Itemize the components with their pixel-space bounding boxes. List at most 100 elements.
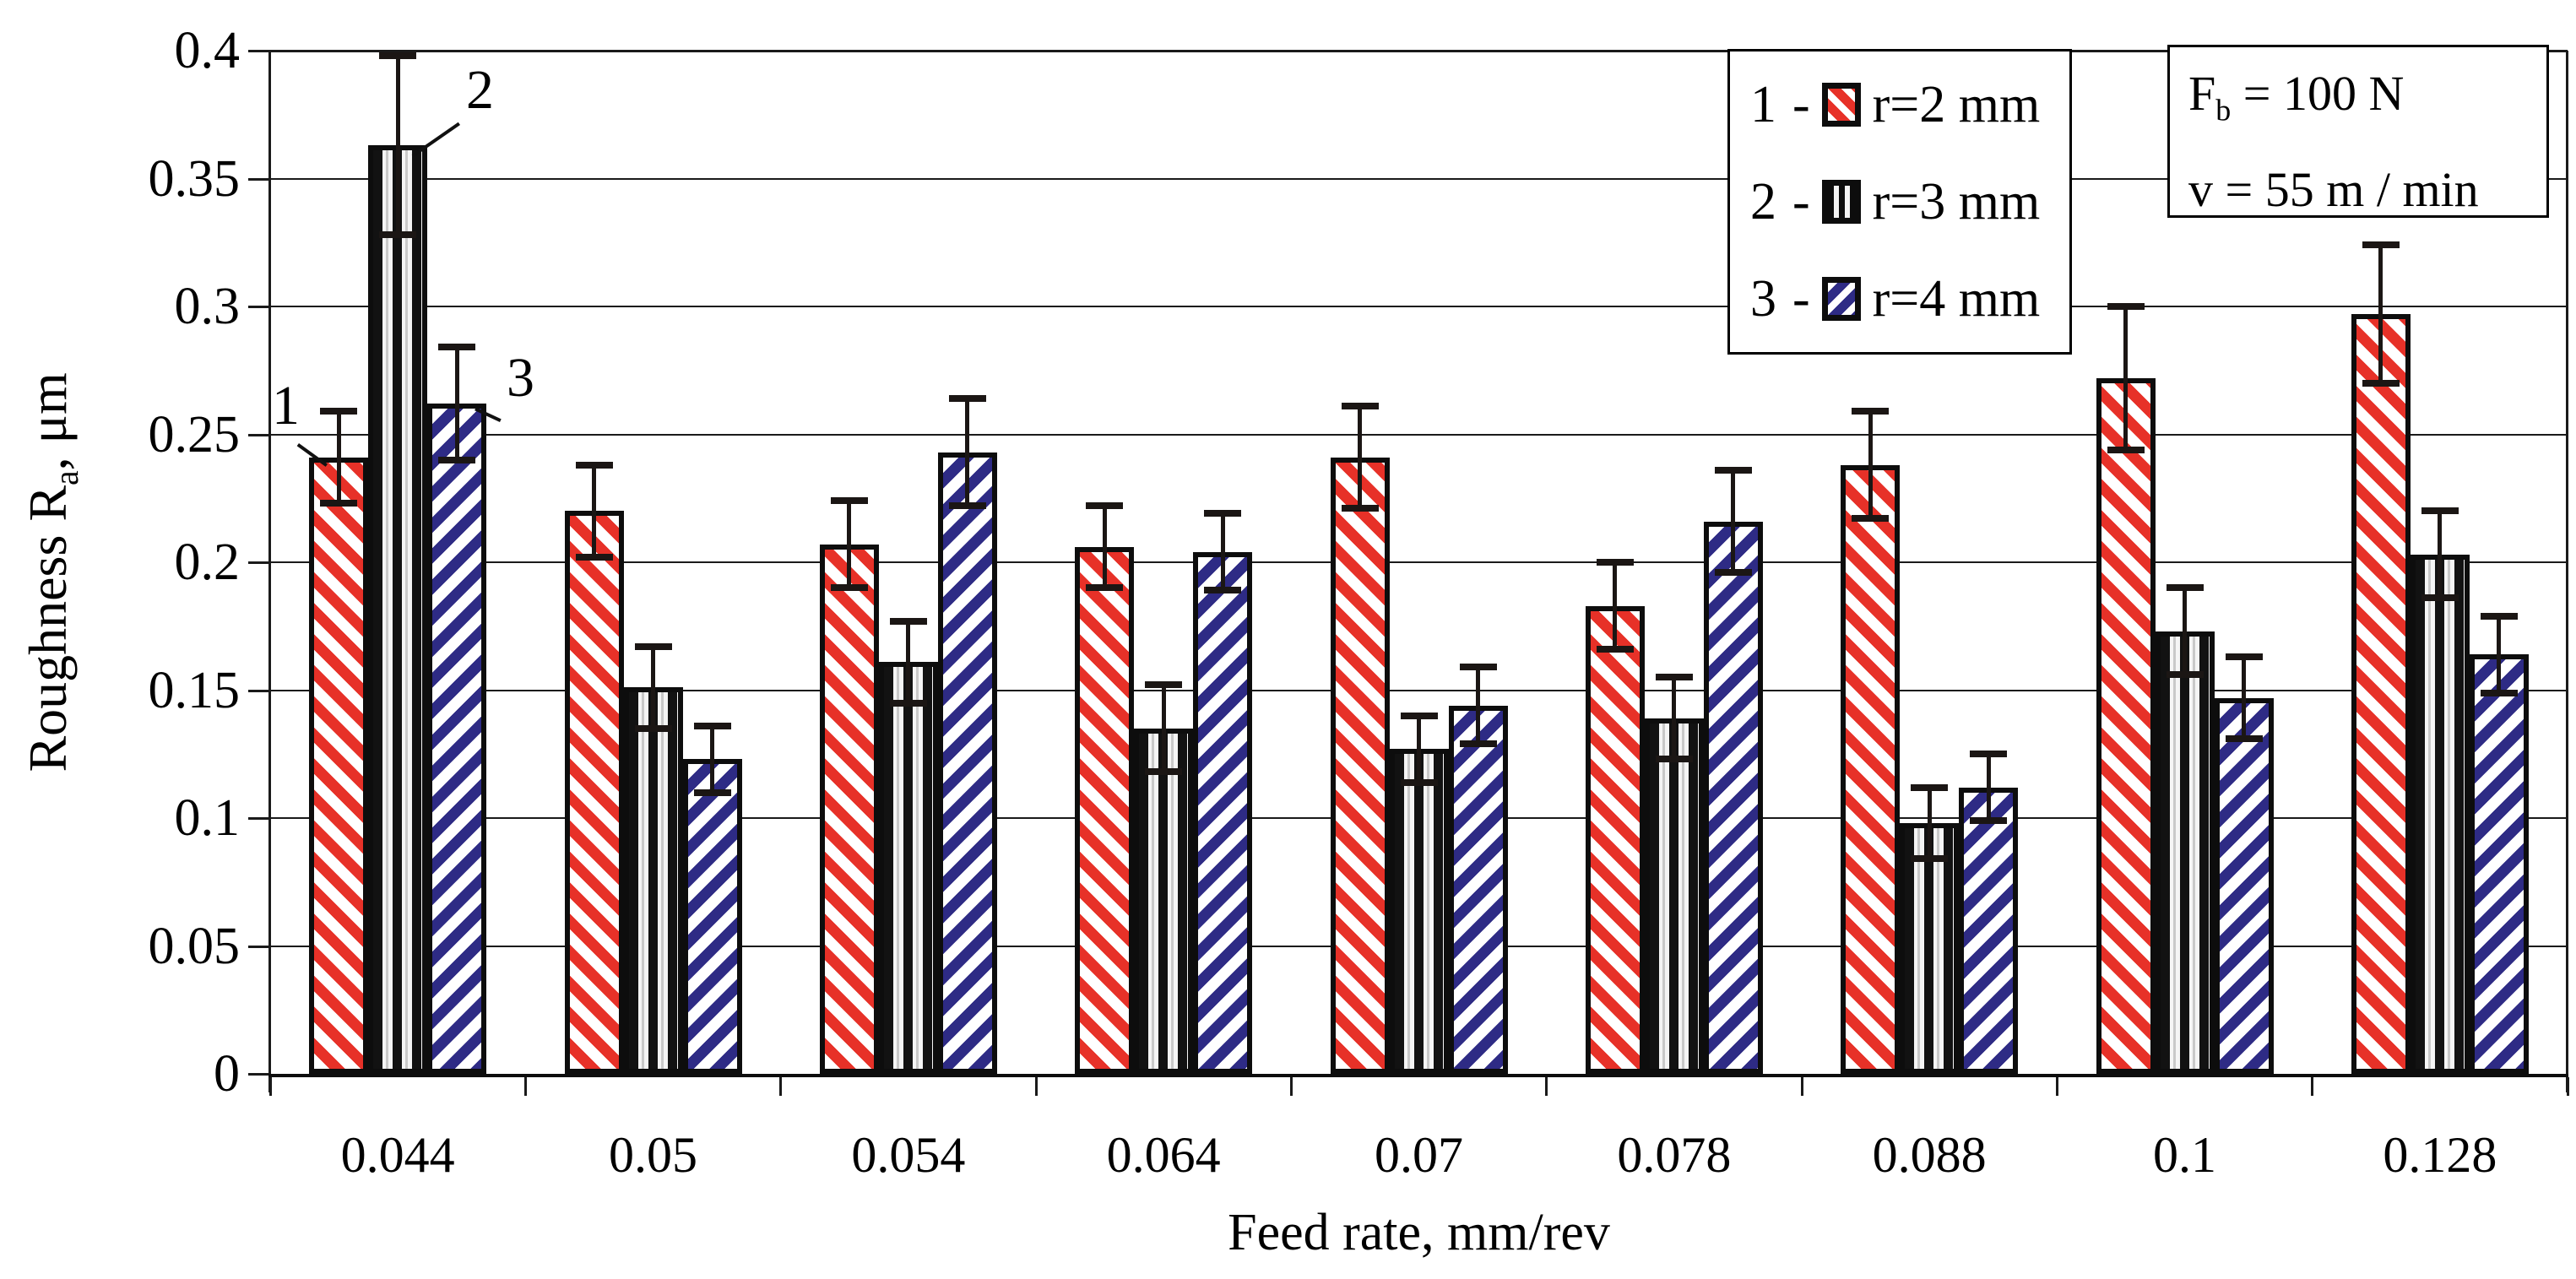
error-bar-series1-cat-0.05 <box>592 464 596 557</box>
bar-series2-cat-0.078 <box>1644 718 1704 1074</box>
y-axis-tick-0 <box>248 1073 270 1076</box>
x-axis-line <box>268 1074 2568 1077</box>
error-cap-bottom <box>2107 446 2145 453</box>
error-cap-top <box>320 408 358 415</box>
bar-series1-cat-0.078 <box>1585 605 1645 1074</box>
error-cap-top <box>1596 559 1634 566</box>
error-cap-bottom <box>438 456 476 463</box>
annotation-force-subscript: b <box>2215 93 2232 127</box>
error-cap-bottom <box>948 502 986 510</box>
bar-series1-cat-0.064 <box>1075 546 1135 1074</box>
bar-series3-cat-0.054 <box>937 452 997 1074</box>
bar-series1-cat-0.05 <box>564 511 624 1074</box>
error-bar-series3-cat-0.054 <box>965 398 970 507</box>
y-tick-label-0.3: 0.3 <box>174 278 241 335</box>
error-cap-top <box>1655 674 1693 681</box>
x-category-label-0.1: 0.1 <box>2152 1127 2216 1183</box>
bar-series1-cat-0.07 <box>1330 457 1390 1074</box>
error-cap-bottom <box>1911 855 1949 863</box>
legend-series-label: r=4 mm <box>1872 269 2041 328</box>
error-bar-series2-cat-0.088 <box>1927 787 1932 859</box>
legend-row-3: 3- r=4 mm <box>1750 273 2069 325</box>
error-cap-bottom <box>1714 569 1752 577</box>
annotation-force-value: = 100 N <box>2231 66 2405 121</box>
gridline-0.2 <box>270 561 2568 563</box>
error-cap-top <box>2480 612 2518 620</box>
error-cap-bottom <box>575 553 613 561</box>
error-bar-series2-cat-0.1 <box>2183 588 2187 675</box>
x-category-label-0.078: 0.078 <box>1617 1127 1732 1183</box>
error-cap-top <box>438 344 476 351</box>
error-cap-top <box>1459 664 1497 671</box>
bar-series3-cat-0.088 <box>1959 787 2019 1074</box>
error-cap-bottom <box>2362 379 2400 387</box>
error-cap-top <box>1145 681 1183 689</box>
black-vertical-swatch <box>1821 179 1861 224</box>
x-category-label-0.054: 0.054 <box>851 1127 966 1183</box>
x-category-label-0.128: 0.128 <box>2383 1127 2497 1183</box>
error-cap-bottom <box>1459 740 1497 748</box>
gridline-0.15 <box>270 689 2568 691</box>
error-cap-top <box>2166 584 2204 592</box>
bar-series1-cat-0.044 <box>309 457 369 1074</box>
x-axis-title: Feed rate, mm/rev <box>1228 1204 1610 1261</box>
error-bar-series1-cat-0.044 <box>336 411 341 504</box>
error-cap-bottom <box>1970 817 2008 825</box>
y-axis-tick-0.3 <box>248 306 270 308</box>
error-bar-series1-cat-0.1 <box>2123 306 2128 450</box>
x-axis-tick-3 <box>1034 1077 1038 1096</box>
x-axis-tick-9 <box>2566 1077 2569 1096</box>
y-tick-label-0: 0 <box>214 1045 240 1103</box>
error-cap-bottom <box>1596 646 1634 653</box>
gridline-0.3 <box>270 306 2568 307</box>
x-axis-tick-1 <box>523 1077 527 1096</box>
y-axis-line <box>268 51 271 1092</box>
x-axis-tick-6 <box>1800 1077 1803 1096</box>
error-cap-top <box>1341 403 1379 410</box>
legend-separator: - <box>1792 76 1810 134</box>
error-bar-series3-cat-0.1 <box>2242 657 2246 740</box>
error-cap-top <box>2225 653 2263 661</box>
bar-series2-cat-0.044 <box>368 145 428 1074</box>
annotation-force-symbol: F <box>2188 66 2216 121</box>
error-bar-series3-cat-0.088 <box>1986 754 1991 821</box>
bar-series2-cat-0.07 <box>1389 749 1449 1074</box>
x-axis-tick-5 <box>1545 1077 1548 1096</box>
error-cap-bottom <box>1086 584 1124 592</box>
y-tick-label-0.05: 0.05 <box>148 917 241 975</box>
error-bar-series3-cat-0.07 <box>1476 667 1480 745</box>
callout-label-1: 1 <box>272 375 300 436</box>
error-cap-top <box>1714 466 1752 474</box>
error-bar-series3-cat-0.044 <box>454 347 459 460</box>
y-tick-label-0.25: 0.25 <box>148 405 241 463</box>
y-axis-tick-0.1 <box>248 817 270 820</box>
plot-area <box>270 50 2568 1074</box>
error-cap-bottom <box>1852 515 1890 523</box>
error-cap-bottom <box>2480 689 2518 696</box>
y-tick-label-0.4: 0.4 <box>174 22 241 79</box>
error-bar-series1-cat-0.064 <box>1102 506 1107 588</box>
y-axis-tick-0.2 <box>248 561 270 564</box>
y-axis-title-text: Roughness R <box>18 485 79 772</box>
right-border-line <box>2566 51 2568 1092</box>
bar-series3-cat-0.1 <box>2214 697 2274 1074</box>
legend-series-number: 2 <box>1750 172 1776 230</box>
error-cap-bottom <box>1341 505 1379 512</box>
legend-series-number: 3 <box>1750 269 1776 328</box>
red-diagonal-down-swatch <box>1821 83 1861 127</box>
annotation-line-2: v = 55 m / min <box>2188 161 2479 217</box>
error-bar-series1-cat-0.07 <box>1358 406 1362 509</box>
error-cap-bottom <box>2166 671 2204 679</box>
error-cap-top <box>1852 408 1890 415</box>
error-cap-top <box>575 461 613 469</box>
error-cap-top <box>889 617 927 625</box>
error-cap-top <box>1400 712 1438 719</box>
error-bar-series2-cat-0.044 <box>395 56 400 236</box>
error-bar-series2-cat-0.07 <box>1417 715 1421 783</box>
error-cap-bottom <box>2421 594 2459 602</box>
legend-separator: - <box>1792 269 1810 328</box>
bar-series3-cat-0.064 <box>1193 551 1253 1074</box>
y-axis-title-subscript: a <box>47 470 85 485</box>
x-axis-tick-8 <box>2311 1077 2314 1096</box>
error-cap-top <box>2421 507 2459 515</box>
